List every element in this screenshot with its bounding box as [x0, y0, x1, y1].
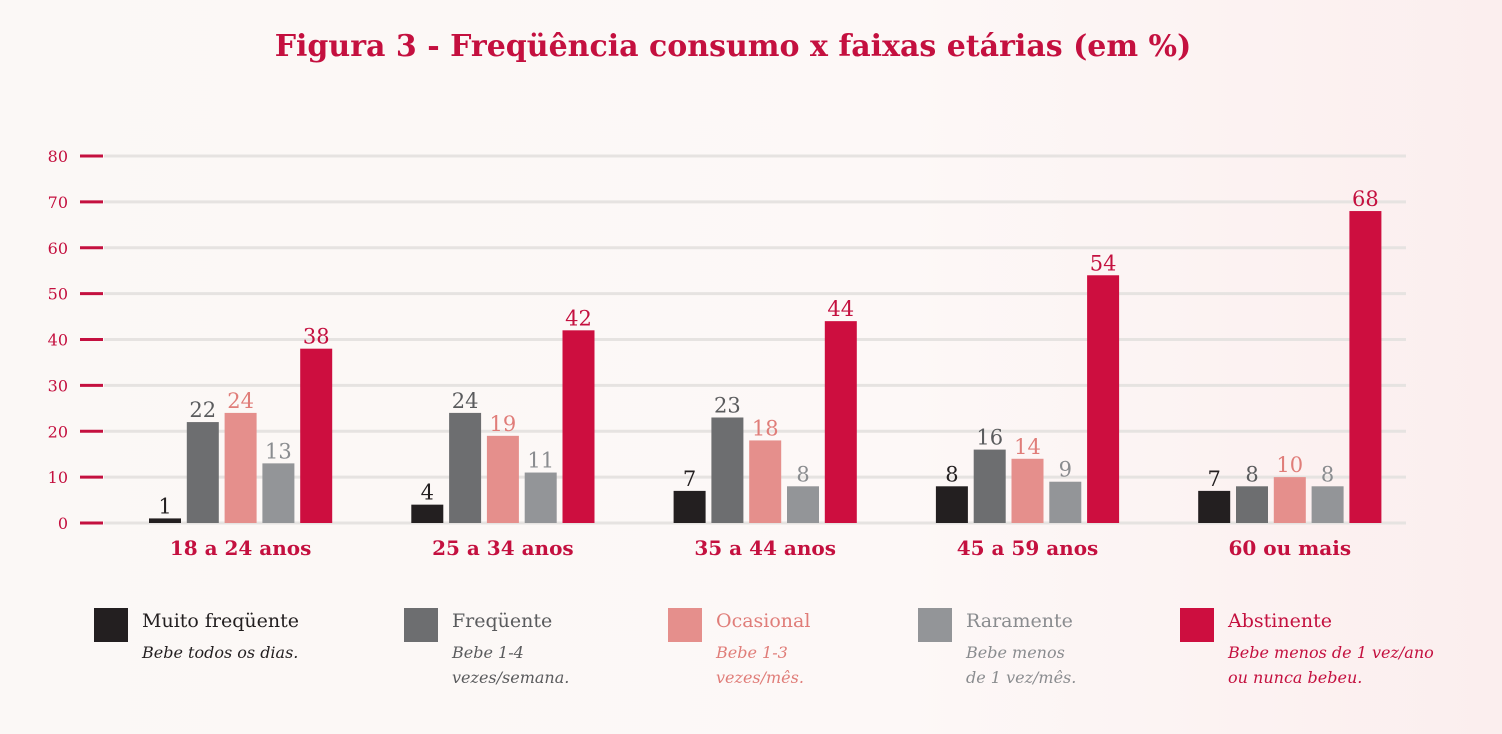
bar [186, 422, 219, 523]
legend-label: Muito freqüente [142, 610, 300, 632]
legend-description: Bebe menos de 1 vez/mês. [966, 643, 1077, 687]
x-axis: 18 a 24 anos 25 a 34 anos 35 a 44 anos 45 a… [170, 536, 1351, 560]
bar [524, 472, 557, 523]
y-tick-label: 30 [48, 376, 68, 395]
bar [149, 518, 181, 523]
bar [1236, 486, 1268, 523]
bar [1311, 486, 1344, 523]
data-label: 9 [1059, 458, 1072, 482]
y-tick-label: 40 [48, 331, 68, 350]
data-label: 4 [421, 481, 434, 505]
bar [749, 440, 782, 523]
x-tick-label: 35 a 44 anos [694, 536, 836, 560]
data-label: 19 [490, 412, 517, 436]
data-label: 18 [752, 416, 779, 440]
legend-swatch [668, 608, 702, 642]
bar [711, 417, 744, 523]
x-tick-label: 45 a 59 anos [957, 536, 1099, 560]
legend-label: Abstinente [1228, 610, 1332, 632]
data-label: 8 [1321, 462, 1334, 486]
chart-title: Figura 3 - Freqüência consumo x faixas e… [275, 29, 1192, 64]
data-label: 8 [1245, 462, 1258, 486]
bar [673, 490, 706, 523]
legend-swatch [94, 608, 128, 642]
data-label: 16 [976, 426, 1003, 450]
y-tick-label: 0 [58, 514, 68, 533]
x-tick-label: 60 ou mais [1228, 536, 1351, 560]
data-label: 10 [1276, 453, 1303, 477]
legend-description: Bebe 1-3 vezes/mês. [716, 643, 804, 687]
bar [300, 348, 333, 523]
x-tick-label: 18 a 24 anos [170, 536, 312, 560]
data-label: 8 [796, 462, 809, 486]
y-tick-label: 50 [48, 285, 68, 304]
data-label: 14 [1014, 435, 1041, 459]
data-label: 23 [714, 393, 741, 417]
bar [787, 486, 819, 523]
bar [1273, 477, 1306, 523]
data-label: 1 [158, 494, 171, 518]
legend-label: Ocasional [716, 610, 811, 632]
data-label: 42 [565, 306, 592, 330]
y-tick-label: 80 [48, 147, 68, 166]
data-label: 8 [945, 462, 958, 486]
legend-swatch [1180, 608, 1214, 642]
legend-description: Bebe menos de 1 vez/ano ou nunca bebeu. [1228, 643, 1434, 687]
y-tick-label: 60 [48, 239, 68, 258]
legend-swatch [404, 608, 438, 642]
bar [1349, 211, 1382, 524]
data-label: 13 [265, 439, 292, 463]
bar [562, 330, 595, 523]
bar [824, 321, 857, 523]
bar [411, 504, 444, 523]
data-label: 22 [189, 398, 216, 422]
data-label: 7 [1208, 467, 1221, 491]
bar [1049, 481, 1082, 523]
bar [262, 463, 295, 523]
bar [224, 412, 257, 523]
legend-label: Raramente [966, 610, 1073, 632]
bar [449, 412, 482, 523]
y-tick-label: 10 [48, 468, 68, 487]
data-label: 68 [1352, 187, 1379, 211]
bar [1198, 490, 1231, 523]
bar [1011, 458, 1044, 523]
legend-description: Bebe 1-4 vezes/semana. [452, 643, 570, 687]
data-label: 7 [683, 467, 696, 491]
data-label: 11 [527, 449, 554, 473]
y-tick-label: 70 [48, 193, 68, 212]
y-tick-label: 20 [48, 422, 68, 441]
data-label: 24 [452, 389, 479, 413]
x-tick-label: 25 a 34 anos [432, 536, 574, 560]
bar [935, 486, 968, 523]
bar [973, 449, 1006, 523]
data-label: 54 [1090, 251, 1117, 275]
data-label: 44 [827, 297, 854, 321]
legend-swatch [918, 608, 952, 642]
data-label: 24 [227, 389, 254, 413]
legend-description: Bebe todos os dias. [142, 643, 299, 662]
data-label: 38 [303, 325, 330, 349]
bar [1087, 275, 1120, 523]
legend-label: Freqüente [452, 610, 553, 632]
bar [486, 435, 519, 523]
y-axis: 0 10 20 30 40 50 60 70 80 [48, 147, 103, 533]
